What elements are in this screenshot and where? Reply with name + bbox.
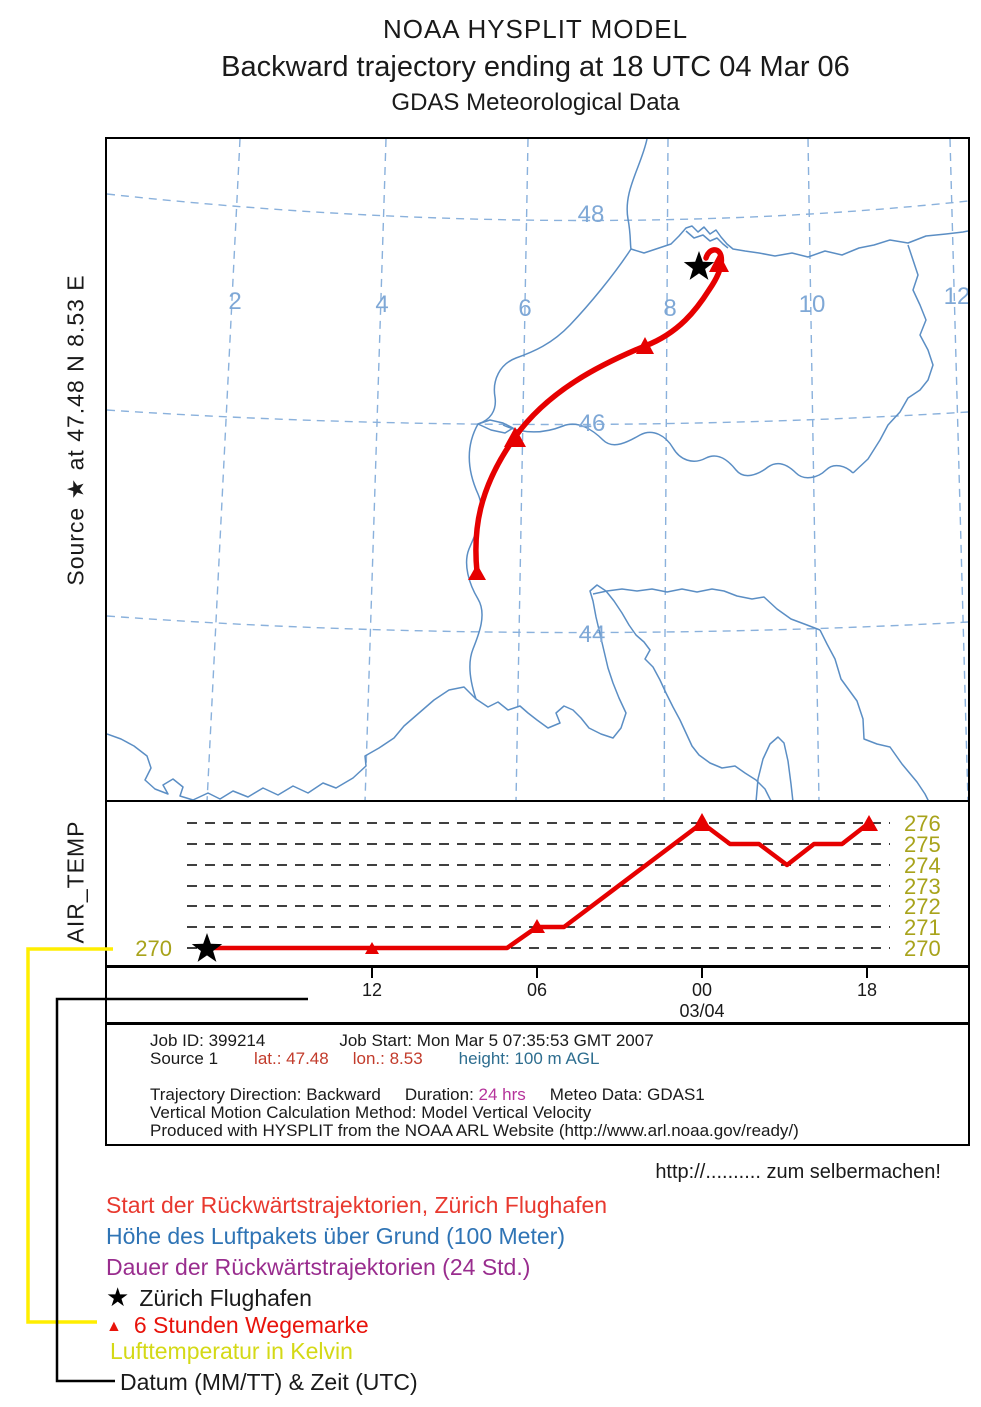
waypoint-triangle-icon (529, 919, 545, 933)
temp-axis-labels-right: 276 275 274 273 272 271 270 (904, 811, 941, 961)
source-label: Source 1 (150, 1049, 219, 1068)
waypoint-triangle-icon (468, 564, 486, 580)
triangle-icon: ▲ (106, 1318, 122, 1335)
info-line-source: Source 1 lat.: 47.48 lon.: 8.53 height: 100… (150, 1050, 799, 1068)
graticule-parallels (107, 193, 968, 634)
time-tick-00: 00 (691, 980, 713, 1000)
lake-constance (685, 230, 729, 249)
annotation-start: Start der Rückwärtstrajektorien, Zürich … (106, 1192, 608, 1218)
source-height: height: 100 m AGL (458, 1049, 600, 1068)
legend-triangle-label: 6 Stunden Wegemarke (133, 1312, 369, 1338)
france-italy-border (465, 423, 483, 700)
time-axis-ticks (371, 968, 868, 978)
title-block: NOAA HYSPLIT MODEL Backward trajectory e… (105, 14, 966, 117)
rhine-border (626, 139, 648, 250)
source-lat: lat.: 47.48 (254, 1049, 329, 1068)
legend-star-label: Zürich Flughafen (139, 1285, 312, 1311)
south-border (502, 423, 854, 479)
lon-label-8: 8 (663, 295, 676, 322)
info-line-job: Job ID: 399214 Job Start: Mon Mar 5 07:35… (150, 1032, 799, 1050)
info-line-direction: Trajectory Direction: Backward Duration: … (150, 1086, 799, 1104)
annotation-temperature: Lufttemperatur in Kelvin (110, 1338, 353, 1364)
po-river (592, 588, 821, 631)
waypoint-triangle-icon (504, 427, 526, 447)
airtemp-line (207, 820, 871, 951)
info-line-produced: Produced with HYSPLIT from the NOAA ARL … (150, 1121, 799, 1140)
temp-label-273: 273 (904, 874, 941, 899)
map-outlines (107, 139, 968, 802)
trajectory-direction: Trajectory Direction: Backward (150, 1085, 381, 1104)
airtemp-panel: 276 275 274 273 272 271 270 270 (107, 802, 968, 968)
duration-label: Duration: (404, 1085, 474, 1104)
lake-geneva (477, 419, 514, 434)
time-axis: 12 06 00 18 03/04 (107, 968, 968, 1025)
time-tick-06: 06 (526, 980, 548, 1000)
yellow-callout-line (26, 947, 113, 1324)
corsica-coast (755, 736, 794, 802)
lat-label-48: 48 (578, 201, 605, 228)
temp-label-271: 271 (904, 915, 941, 940)
meteo-data-title: GDAS Meteorological Data (391, 89, 680, 116)
lon-label-10: 10 (799, 291, 826, 318)
graticule-meridians (206, 139, 968, 802)
temp-label-272: 272 (904, 894, 941, 919)
waypoint-triangle-icon (636, 337, 654, 354)
temp-label-270: 270 (904, 936, 941, 961)
waypoint-triangle-icon (692, 813, 712, 831)
lon-label-6: 6 (518, 295, 531, 322)
waypoint-triangle-icon (709, 253, 729, 272)
mediterranean-coast (107, 584, 773, 802)
adriatic-coast (819, 629, 930, 802)
map-y-axis-label: Source ★ at 47.48 N 8.53 E (62, 274, 89, 586)
source-star-icon (683, 251, 715, 280)
time-tick-12: 12 (361, 980, 383, 1000)
east-border (852, 244, 934, 474)
temp-label-left-270: 270 (135, 936, 172, 961)
lower-panel: 276 275 274 273 272 271 270 270 (105, 800, 970, 1146)
annotation-height: Höhe des Luftpakets über Grund (100 Mete… (106, 1223, 565, 1249)
page-subtitle: Backward trajectory ending at 18 UTC 04 … (221, 51, 850, 83)
meteo-data: Meteo Data: GDAS1 (549, 1085, 705, 1104)
airtemp-waypoint-markers (365, 813, 878, 954)
date-label: 03/04 (679, 1001, 725, 1021)
source-lon: lon.: 8.53 (352, 1049, 423, 1068)
lon-label-2: 2 (228, 288, 241, 315)
trajectory-waypoint-markers (468, 253, 729, 580)
source-star-icon (191, 933, 223, 962)
info-box: Job ID: 399214 Job Start: Mon Mar 5 07:35… (107, 1025, 968, 1144)
page-title: NOAA HYSPLIT MODEL (382, 14, 689, 44)
legend-star-row: ★ Zürich Flughafen (106, 1282, 312, 1313)
temp-label-275: 275 (904, 832, 941, 857)
lat-label-46: 46 (579, 410, 606, 437)
job-start: Job Start: Mon Mar 5 07:35:53 GMT 2007 (339, 1031, 654, 1050)
job-id: Job ID: 399214 (150, 1031, 266, 1050)
trajectory-map: 2 4 6 8 10 12 48 46 44 (105, 137, 970, 804)
lon-label-12: 12 (944, 283, 968, 310)
lat-label-44: 44 (579, 621, 606, 648)
legend-triangle-row: ▲ 6 Stunden Wegemarke (106, 1312, 369, 1339)
annotation-date: Datum (MM/TT) & Zeit (UTC) (120, 1369, 418, 1395)
waypoint-triangle-icon (860, 815, 878, 831)
star-icon: ★ (106, 1282, 130, 1312)
airtemp-svg: 276 275 274 273 272 271 270 270 (135, 811, 941, 962)
temp-label-274: 274 (904, 853, 941, 878)
trajectory-map-svg: 2 4 6 8 10 12 48 46 44 (107, 139, 968, 802)
url-note: http://.......... zum selbermachen! (655, 1161, 941, 1183)
info-line-vertical-motion: Vertical Motion Calculation Method: Mode… (150, 1103, 592, 1122)
lon-label-4: 4 (375, 291, 388, 318)
time-tick-18: 18 (856, 980, 878, 1000)
airtemp-axis-label: AIR_TEMP (62, 820, 89, 944)
duration-value: 24 hrs (478, 1085, 526, 1104)
north-border (630, 225, 968, 258)
annotation-duration: Dauer der Rückwärtstrajektorien (24 Std.… (106, 1254, 531, 1280)
temp-label-276: 276 (904, 811, 941, 836)
graticule-labels: 2 4 6 8 10 12 48 46 44 (228, 201, 968, 648)
west-border (477, 248, 632, 425)
waypoint-triangle-icon (365, 942, 379, 954)
